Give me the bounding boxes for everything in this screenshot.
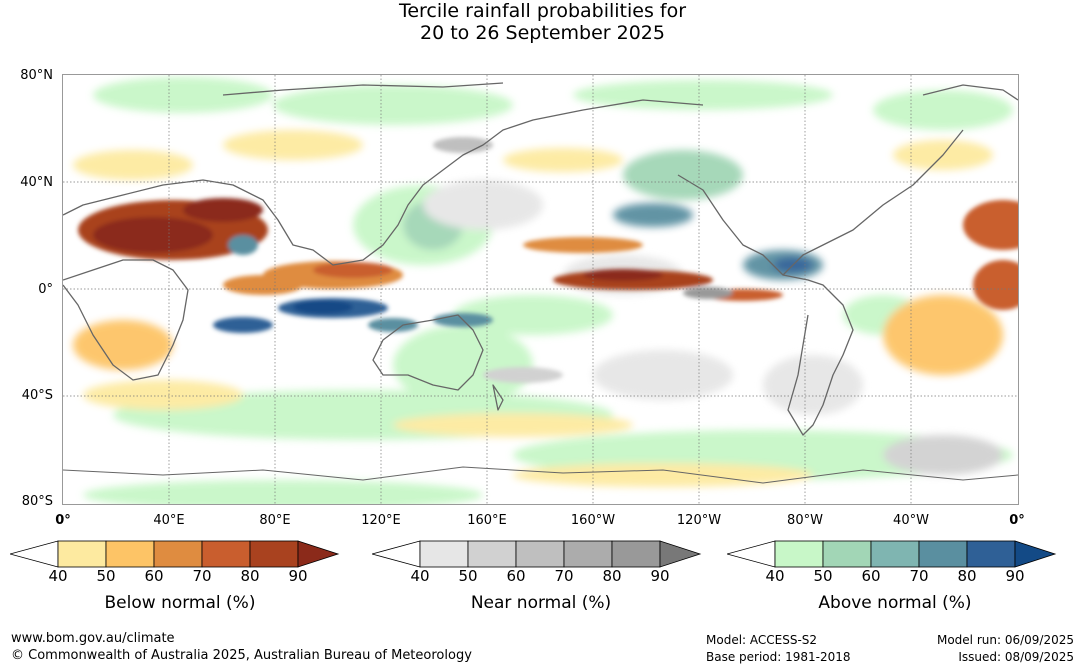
footer-model-run: Model run: 06/09/2025 <box>936 633 1074 647</box>
colorbar-segment <box>467 540 517 568</box>
tick-label: 50 <box>458 567 478 585</box>
colorbar-segment <box>822 540 872 568</box>
tick-label: 70 <box>554 567 574 585</box>
colorbar-lower-arrow <box>372 540 421 568</box>
colorbar-near-normal <box>372 540 702 568</box>
tick-label: 40 <box>48 567 68 585</box>
lon-label-0-west: 0° <box>55 513 71 528</box>
colorbar-segment <box>249 540 299 568</box>
lat-label-80n: 80°N <box>20 68 53 83</box>
tick-label: 70 <box>909 567 929 585</box>
tick-label: 40 <box>410 567 430 585</box>
tick-label: 80 <box>957 567 977 585</box>
lat-label-0: 0° <box>38 282 53 297</box>
lon-label-80w: 80°W <box>787 513 823 528</box>
colorbar-segment <box>105 540 155 568</box>
colorbar-segment <box>57 540 107 568</box>
colorbar-lower-arrow <box>727 540 776 568</box>
tick-label: 90 <box>1005 567 1025 585</box>
colorbar-segment <box>153 540 203 568</box>
colorbar-segment <box>966 540 1016 568</box>
lon-label-80e: 80°E <box>259 513 291 528</box>
colorbar-segment <box>419 540 469 568</box>
lat-label-80s: 80°S <box>21 494 53 509</box>
lon-label-160w: 160°W <box>570 513 616 528</box>
colorbar-upper-arrow <box>297 540 340 568</box>
colorbar-segment <box>918 540 968 568</box>
tick-label: 60 <box>506 567 526 585</box>
map-title-line2: 20 to 26 September 2025 <box>420 22 665 44</box>
footer-issued: Issued: 08/09/2025 <box>958 650 1074 664</box>
tick-label: 60 <box>144 567 164 585</box>
tick-label: 50 <box>96 567 116 585</box>
colorbar-upper-arrow <box>1014 540 1057 568</box>
tick-label: 90 <box>650 567 670 585</box>
lat-label-40n: 40°N <box>20 175 53 190</box>
footer-model: Model: ACCESS-S2 <box>706 633 818 647</box>
lon-label-160e: 160°E <box>467 513 507 528</box>
colorbar-segment <box>774 540 824 568</box>
colorbar-segment <box>515 540 565 568</box>
tick-label: 70 <box>192 567 212 585</box>
colorbar-segment <box>611 540 661 568</box>
tick-label: 60 <box>861 567 881 585</box>
tick-label: 80 <box>602 567 622 585</box>
footer-copyright: © Commonwealth of Australia 2025, Austra… <box>11 648 472 663</box>
colorbar-segment <box>201 540 251 568</box>
colorbar-segment <box>563 540 613 568</box>
legend-title-near-normal: Near normal (%) <box>470 593 612 613</box>
legend-title-above-normal: Above normal (%) <box>818 593 972 613</box>
tick-label: 90 <box>288 567 308 585</box>
map-svg <box>63 75 1018 504</box>
colorbar-above-normal <box>727 540 1057 568</box>
lat-label-40s: 40°S <box>21 388 53 403</box>
tick-label: 50 <box>813 567 833 585</box>
rainfall-probability-map <box>62 74 1019 505</box>
lon-label-120w: 120°W <box>676 513 722 528</box>
lon-label-0-east: 0° <box>1009 513 1025 528</box>
colorbar-below-normal <box>10 540 340 568</box>
tick-label: 80 <box>240 567 260 585</box>
lon-label-120e: 120°E <box>361 513 401 528</box>
lon-label-40w: 40°W <box>893 513 929 528</box>
footer-base-period: Base period: 1981-2018 <box>706 650 851 664</box>
colorbar-lower-arrow <box>10 540 59 568</box>
tick-label: 40 <box>765 567 785 585</box>
colorbar-segment <box>870 540 920 568</box>
footer-url: www.bom.gov.au/climate <box>11 631 175 646</box>
legend-title-below-normal: Below normal (%) <box>104 593 256 613</box>
colorbar-upper-arrow <box>659 540 702 568</box>
lon-label-40e: 40°E <box>153 513 185 528</box>
map-title-line1: Tercile rainfall probabilities for <box>398 0 687 22</box>
